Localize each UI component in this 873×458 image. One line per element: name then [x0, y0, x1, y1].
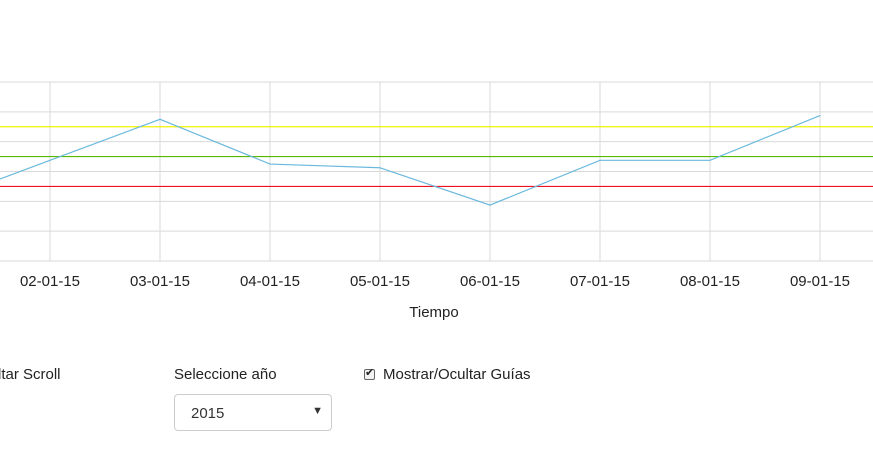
- year-select-value: 2015: [191, 405, 225, 422]
- x-tick-label: 07-01-15: [570, 273, 630, 290]
- data-point: [489, 204, 491, 206]
- data-point: [599, 159, 601, 161]
- x-tick-label: 08-01-15: [680, 273, 740, 290]
- x-tick-label: 06-01-15: [460, 273, 520, 290]
- guides-toggle-label: Mostrar/Ocultar Guías: [383, 366, 531, 383]
- chevron-down-icon: ▼: [312, 405, 323, 417]
- check-icon: ✔: [365, 367, 375, 379]
- data-point: [709, 159, 711, 161]
- data-point: [159, 118, 161, 120]
- data-point: [269, 163, 271, 165]
- x-tick-label: 02-01-15: [20, 273, 80, 290]
- series-line: [0, 115, 821, 206]
- year-select-label: Seleccione año: [174, 366, 277, 383]
- x-tick-label: 04-01-15: [240, 273, 300, 290]
- year-select[interactable]: 2015 ▼: [174, 394, 332, 431]
- x-tick-label: 09-01-15: [790, 273, 850, 290]
- scroll-toggle-label[interactable]: ltar Scroll: [0, 366, 61, 383]
- guides-checkbox[interactable]: ✔: [364, 367, 375, 380]
- x-axis-title: Tiempo: [409, 304, 458, 321]
- line-chart: 01-01-1502-01-1503-01-1504-01-1505-01-15…: [0, 81, 873, 321]
- guides-toggle[interactable]: ✔ Mostrar/Ocultar Guías: [364, 366, 531, 383]
- data-point: [49, 159, 51, 161]
- x-tick-label: 03-01-15: [130, 273, 190, 290]
- data-point: [379, 167, 381, 169]
- data-point: [819, 114, 821, 117]
- x-tick-label: 05-01-15: [350, 273, 410, 290]
